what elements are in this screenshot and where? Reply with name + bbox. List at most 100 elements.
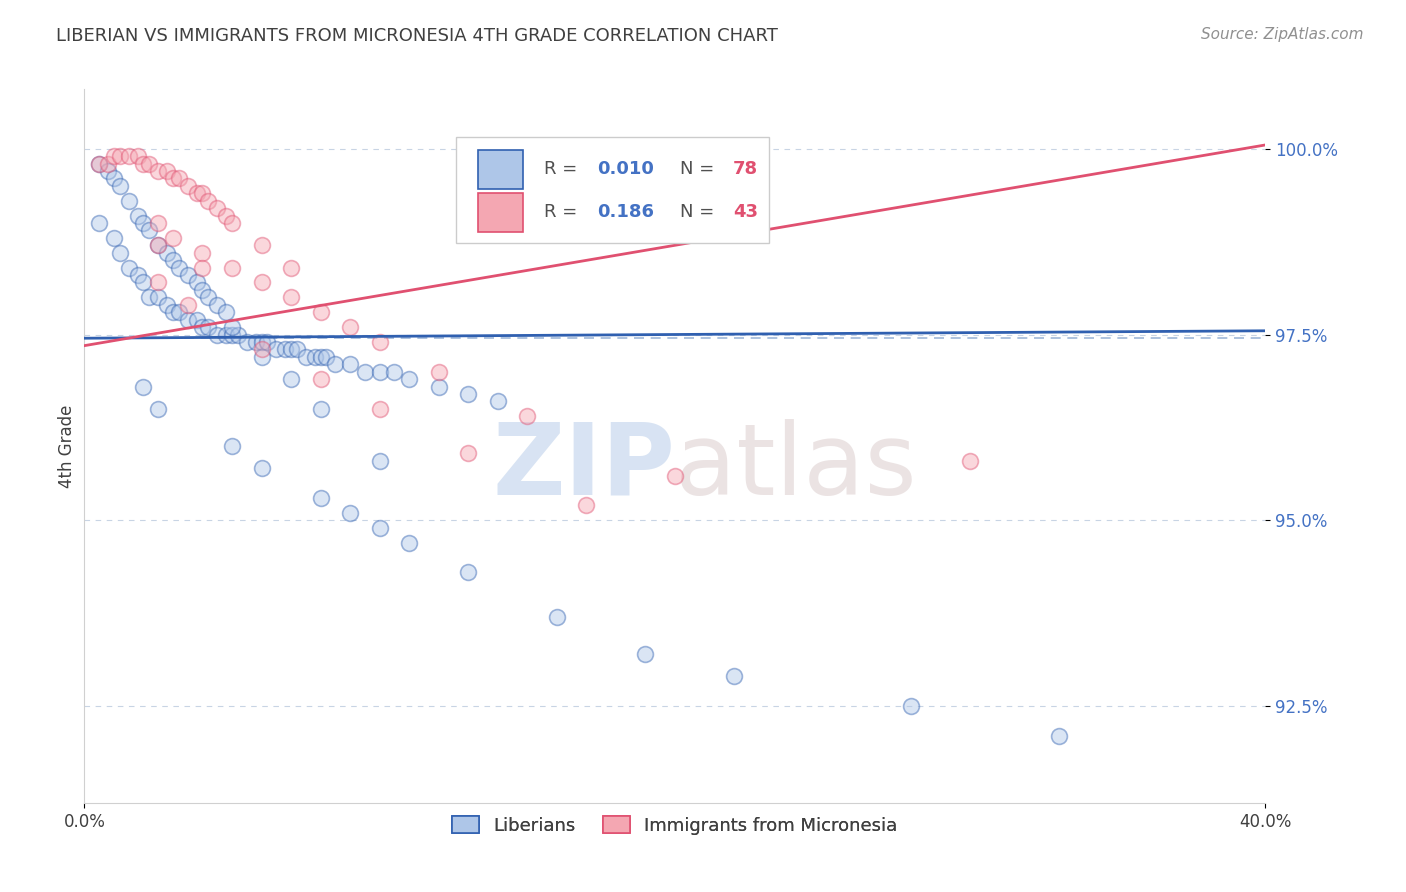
FancyBboxPatch shape: [457, 137, 769, 243]
Point: [118, 194, 141, 208]
Point: [250, 334, 273, 349]
Point: [97, 164, 120, 178]
Point: [127, 209, 149, 223]
Point: [546, 610, 568, 624]
Point: [191, 186, 214, 201]
Point: [87, 156, 111, 170]
Point: [103, 149, 125, 163]
Point: [191, 245, 214, 260]
Point: [108, 149, 131, 163]
Point: [274, 343, 297, 357]
Point: [295, 350, 318, 364]
Point: [457, 387, 479, 401]
Point: [309, 305, 332, 319]
Point: [382, 365, 406, 379]
Point: [108, 245, 131, 260]
Point: [186, 312, 208, 326]
Point: [309, 350, 332, 364]
Text: N =: N =: [679, 161, 720, 178]
Text: 78: 78: [733, 161, 758, 178]
Point: [138, 223, 160, 237]
Y-axis label: 4th Grade: 4th Grade: [58, 404, 76, 488]
Point: [236, 334, 259, 349]
Point: [280, 260, 302, 275]
Point: [309, 372, 332, 386]
Point: [197, 290, 219, 304]
Point: [162, 305, 184, 319]
Point: [103, 171, 125, 186]
Text: R =: R =: [544, 161, 582, 178]
Point: [575, 499, 598, 513]
Point: [280, 343, 302, 357]
Point: [215, 209, 238, 223]
Point: [156, 298, 179, 312]
Point: [634, 647, 657, 661]
Point: [132, 276, 155, 290]
Point: [427, 365, 450, 379]
Point: [285, 343, 308, 357]
Point: [398, 535, 420, 549]
Text: 0.186: 0.186: [598, 203, 654, 221]
Point: [132, 379, 155, 393]
Point: [127, 268, 149, 282]
Text: 43: 43: [733, 203, 758, 221]
Text: LIBERIAN VS IMMIGRANTS FROM MICRONESIA 4TH GRADE CORRELATION CHART: LIBERIAN VS IMMIGRANTS FROM MICRONESIA 4…: [56, 27, 778, 45]
Point: [167, 171, 190, 186]
Legend: Liberians, Immigrants from Micronesia: Liberians, Immigrants from Micronesia: [443, 807, 907, 844]
Point: [167, 305, 190, 319]
Point: [215, 327, 238, 342]
Point: [250, 350, 273, 364]
Point: [368, 454, 391, 468]
Text: R =: R =: [544, 203, 582, 221]
Point: [457, 446, 479, 460]
Point: [250, 276, 273, 290]
Point: [368, 401, 391, 416]
Point: [723, 669, 745, 683]
Point: [97, 156, 120, 170]
Point: [118, 149, 141, 163]
Point: [221, 260, 243, 275]
Point: [368, 334, 391, 349]
Point: [138, 156, 160, 170]
Point: [315, 350, 337, 364]
Point: [280, 290, 302, 304]
Point: [250, 238, 273, 252]
Point: [132, 216, 155, 230]
Point: [148, 290, 170, 304]
Point: [156, 245, 179, 260]
Point: [156, 164, 179, 178]
Point: [207, 201, 229, 215]
Point: [191, 260, 214, 275]
Point: [177, 268, 200, 282]
Point: [245, 334, 267, 349]
Point: [339, 320, 361, 334]
Point: [516, 409, 538, 424]
Point: [162, 171, 184, 186]
Point: [148, 401, 170, 416]
Point: [250, 461, 273, 475]
Point: [207, 298, 229, 312]
Point: [177, 298, 200, 312]
Point: [186, 186, 208, 201]
Point: [162, 253, 184, 268]
Point: [87, 216, 111, 230]
Point: [221, 327, 243, 342]
Point: [256, 334, 278, 349]
Point: [127, 149, 149, 163]
Point: [304, 350, 326, 364]
Point: [486, 394, 509, 409]
Point: [138, 290, 160, 304]
Point: [191, 320, 214, 334]
Point: [191, 283, 214, 297]
Point: [148, 276, 170, 290]
Point: [398, 372, 420, 386]
Point: [221, 320, 243, 334]
Point: [339, 357, 361, 371]
Point: [900, 699, 922, 714]
Point: [162, 231, 184, 245]
Point: [108, 178, 131, 193]
Point: [427, 379, 450, 393]
Point: [959, 454, 981, 468]
Point: [148, 238, 170, 252]
Point: [226, 327, 249, 342]
